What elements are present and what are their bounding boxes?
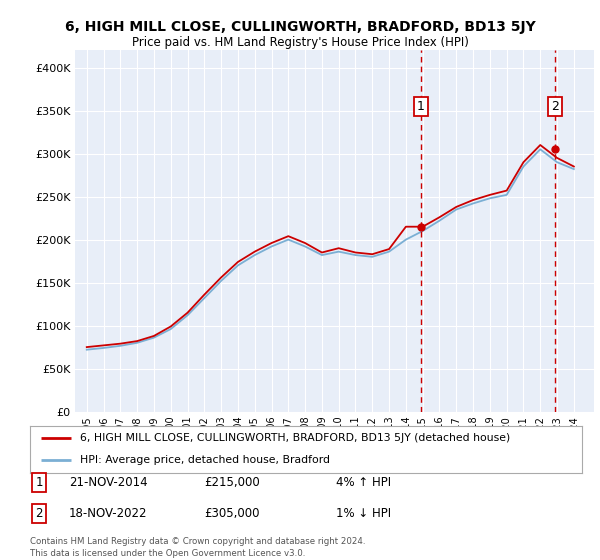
Text: This data is licensed under the Open Government Licence v3.0.: This data is licensed under the Open Gov… <box>30 549 305 558</box>
Text: 4% ↑ HPI: 4% ↑ HPI <box>336 476 391 489</box>
Text: 6, HIGH MILL CLOSE, CULLINGWORTH, BRADFORD, BD13 5JY: 6, HIGH MILL CLOSE, CULLINGWORTH, BRADFO… <box>65 20 535 34</box>
Text: £305,000: £305,000 <box>204 507 260 520</box>
Text: 1: 1 <box>417 100 425 113</box>
Text: 1: 1 <box>35 476 43 489</box>
Text: 2: 2 <box>551 100 559 113</box>
Text: Price paid vs. HM Land Registry's House Price Index (HPI): Price paid vs. HM Land Registry's House … <box>131 36 469 49</box>
Text: HPI: Average price, detached house, Bradford: HPI: Average price, detached house, Brad… <box>80 455 329 465</box>
Text: 1% ↓ HPI: 1% ↓ HPI <box>336 507 391 520</box>
Text: 2: 2 <box>35 507 43 520</box>
Text: 18-NOV-2022: 18-NOV-2022 <box>69 507 148 520</box>
Text: Contains HM Land Registry data © Crown copyright and database right 2024.: Contains HM Land Registry data © Crown c… <box>30 537 365 546</box>
Text: 21-NOV-2014: 21-NOV-2014 <box>69 476 148 489</box>
Text: 6, HIGH MILL CLOSE, CULLINGWORTH, BRADFORD, BD13 5JY (detached house): 6, HIGH MILL CLOSE, CULLINGWORTH, BRADFO… <box>80 433 510 444</box>
Text: £215,000: £215,000 <box>204 476 260 489</box>
